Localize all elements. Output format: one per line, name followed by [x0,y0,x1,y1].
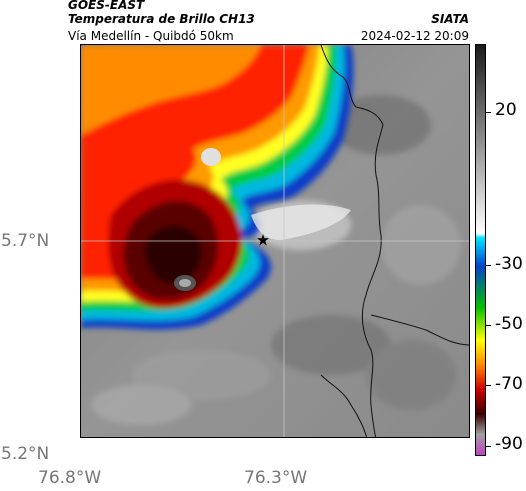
star-icon[interactable] [257,234,269,246]
colorbar-tick-minus-90: -90 [495,434,523,454]
x-label-76-8: 76.8°W [38,468,102,488]
y-label-5-2: 5.2°N [1,444,50,464]
temperature-colorbar [475,44,486,456]
region-subtitle: Vía Medellín - Quibdó 50km [68,29,234,43]
colorbar-tick-20: 20 [495,100,517,120]
satellite-map[interactable] [80,44,470,438]
product-title: Temperatura de Brillo CH13 [68,12,255,26]
agency-label: SIATA [431,12,469,26]
satellite-name: GOES-EAST [68,0,145,12]
colorbar-tick-minus-50: -50 [495,314,523,334]
timestamp-label: 2024-02-12 20:09 [360,29,469,43]
x-label-76-3: 76.3°W [244,468,308,488]
colorbar-tick-minus-70: -70 [495,374,523,394]
colorbar-tick-minus-30: -30 [495,254,523,274]
y-label-5-7: 5.7°N [1,231,50,251]
brightness-temperature-field [81,45,469,437]
